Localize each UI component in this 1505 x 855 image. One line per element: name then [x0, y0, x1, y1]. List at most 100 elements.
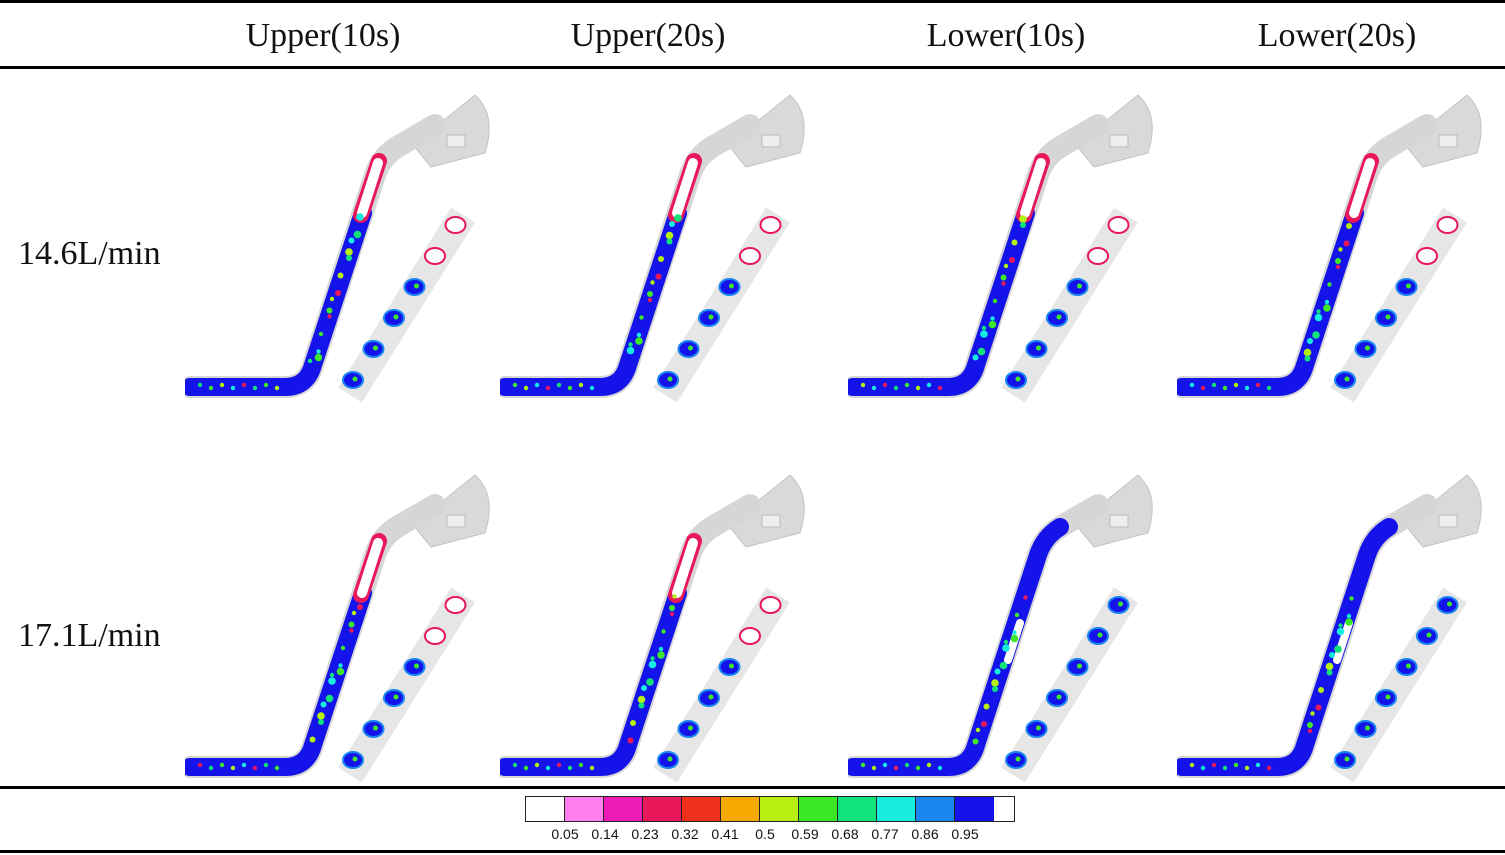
- mixing-spot: [665, 231, 674, 240]
- column-header-upper-10s: Upper(10s): [245, 17, 401, 54]
- mixing-spot: [252, 385, 258, 391]
- mixing-spot: [860, 762, 866, 768]
- mixing-spot: [1097, 632, 1103, 638]
- cross-section-disk: [739, 627, 761, 645]
- panel-lower-20s-14-6: [1177, 75, 1497, 425]
- mixing-spot: [1310, 711, 1315, 716]
- mixing-spot: [1318, 687, 1324, 693]
- mixing-spot: [556, 382, 562, 388]
- mixing-spot: [1323, 304, 1331, 312]
- cross-section-disk: [444, 596, 467, 614]
- mixing-spot: [523, 385, 529, 391]
- panel-lower-20s-17-1: [1177, 455, 1497, 805]
- liquid-phase: [1177, 204, 1364, 396]
- mixing-spot: [636, 332, 642, 338]
- cross-section-tube: [1330, 207, 1467, 403]
- mixing-spot: [1266, 765, 1272, 771]
- pipe-simulation-figure: [848, 94, 1153, 403]
- mixing-spot: [977, 347, 986, 356]
- mixing-spot: [325, 694, 334, 703]
- mixing-spot: [340, 645, 346, 651]
- cross-section-tube: [653, 207, 790, 403]
- mixing-spot: [1118, 601, 1123, 607]
- mixing-spot: [893, 385, 899, 391]
- cross-section-disk: [739, 247, 761, 265]
- mixing-spot: [1334, 645, 1342, 653]
- mixing-spot: [1003, 263, 1009, 269]
- cross-section-disk: [759, 216, 782, 234]
- mixing-spot: [646, 678, 654, 686]
- legend-tick-label: 0.5: [755, 826, 775, 842]
- legend-tick-label: 0.32: [671, 826, 699, 842]
- mixing-spot: [669, 221, 675, 227]
- mixing-spot: [348, 237, 355, 244]
- legend-tick-label: 0.86: [911, 826, 939, 842]
- mixing-spot: [357, 604, 363, 610]
- mixing-spot: [1255, 762, 1261, 768]
- mixing-spot: [1056, 694, 1062, 700]
- mixing-spot: [1303, 348, 1312, 357]
- inlet-port: [761, 134, 781, 148]
- mixing-spot: [589, 385, 595, 391]
- mixing-spot: [860, 382, 866, 388]
- mixing-spot: [348, 621, 355, 628]
- mixing-spot: [329, 296, 335, 302]
- mixing-spot: [545, 765, 551, 771]
- mixing-spot: [1014, 612, 1020, 618]
- column-header-lower-20s: Lower(20s): [1257, 17, 1417, 54]
- mixing-spot: [567, 385, 573, 391]
- air-slug: [357, 158, 383, 218]
- mixing-spot: [635, 337, 643, 345]
- mixing-spot: [327, 314, 332, 319]
- mixing-spot: [230, 765, 236, 771]
- mixing-spot: [1009, 257, 1015, 263]
- mixing-spot: [994, 668, 1001, 675]
- mixing-spot: [992, 298, 998, 304]
- air-slug: [357, 538, 383, 598]
- inlet-funnel: [727, 474, 805, 548]
- mixing-spot: [545, 385, 551, 391]
- mixing-spot: [241, 762, 247, 768]
- mixing-spot: [1447, 601, 1452, 607]
- mixing-spot: [414, 283, 419, 289]
- mixing-spot: [667, 376, 673, 382]
- mixing-spot: [534, 762, 540, 768]
- mixing-spot: [871, 765, 877, 771]
- mixing-spot: [1266, 385, 1272, 391]
- top-rule: [0, 0, 1505, 3]
- panel-lower-10s-17-1: [848, 455, 1168, 805]
- mixing-spot: [1011, 239, 1018, 246]
- mixing-spot: [937, 385, 943, 391]
- mixing-spot: [326, 307, 333, 314]
- mixing-spot: [983, 703, 990, 710]
- mixing-spot: [230, 385, 236, 391]
- pipe-simulation-figure: [1177, 94, 1482, 403]
- mixing-spot: [1316, 309, 1321, 314]
- legend-tick-label: 0.14: [591, 826, 619, 842]
- mixing-spot: [674, 214, 682, 222]
- mixing-spot: [975, 727, 981, 733]
- mixing-spot: [688, 345, 693, 351]
- mixing-spot: [309, 736, 316, 743]
- liquid-phase: [848, 204, 1035, 396]
- cross-section-tube: [1001, 587, 1138, 783]
- legend-swatch: [565, 797, 604, 821]
- cross-section-disk: [1107, 216, 1130, 234]
- mixing-spot: [578, 382, 584, 388]
- mixing-spot: [1200, 385, 1206, 391]
- mixing-spot: [1346, 223, 1352, 229]
- mixing-spot: [708, 694, 714, 700]
- mixing-spot: [1307, 728, 1313, 734]
- air-slug: [1349, 158, 1375, 218]
- mixing-spot: [882, 762, 888, 768]
- air-slug: [672, 538, 698, 598]
- mixing-spot: [1346, 613, 1352, 619]
- pipe-simulation-figure: [500, 94, 805, 403]
- mixing-spot: [647, 297, 653, 303]
- cross-section-tube: [1330, 587, 1467, 783]
- cross-section-disk: [1087, 247, 1109, 265]
- mixing-spot: [307, 358, 313, 364]
- color-legend: 0.05 0.14 0.23 0.32 0.41 0.5 0.59 0.68 0.77 0.86 0…: [525, 796, 1015, 844]
- mixing-spot: [353, 230, 362, 239]
- mixing-spot: [650, 656, 655, 661]
